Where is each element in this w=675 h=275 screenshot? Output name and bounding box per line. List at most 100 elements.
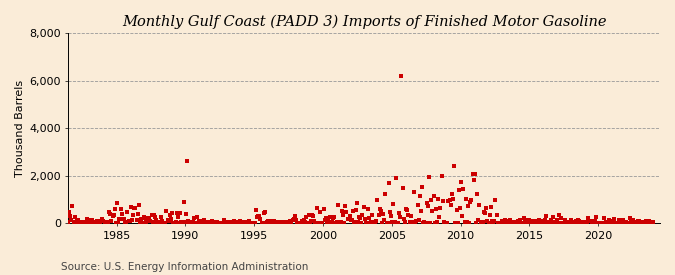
Point bbox=[165, 213, 176, 218]
Point bbox=[516, 220, 527, 225]
Point bbox=[549, 220, 560, 224]
Point bbox=[580, 220, 591, 225]
Point bbox=[201, 221, 212, 225]
Point bbox=[147, 220, 158, 224]
Point bbox=[375, 208, 386, 213]
Point bbox=[564, 220, 575, 225]
Point bbox=[582, 220, 593, 225]
Point bbox=[200, 221, 211, 225]
Point bbox=[80, 219, 90, 224]
Point bbox=[117, 217, 128, 221]
Point bbox=[451, 207, 462, 212]
Point bbox=[281, 219, 292, 224]
Point bbox=[250, 208, 261, 213]
Point bbox=[424, 175, 435, 180]
Point bbox=[358, 205, 369, 209]
Point bbox=[505, 218, 516, 222]
Point bbox=[298, 218, 309, 222]
Point bbox=[126, 205, 136, 210]
Point bbox=[632, 219, 643, 224]
Point bbox=[352, 220, 363, 225]
Point bbox=[89, 220, 100, 224]
Point bbox=[66, 217, 77, 222]
Point bbox=[367, 221, 378, 225]
Point bbox=[169, 221, 180, 225]
Point bbox=[283, 220, 294, 224]
Point bbox=[458, 186, 468, 191]
Point bbox=[354, 214, 364, 219]
Point bbox=[431, 207, 441, 211]
Point bbox=[633, 219, 644, 223]
Point bbox=[116, 212, 127, 217]
Point bbox=[467, 172, 478, 177]
Point bbox=[221, 221, 232, 225]
Point bbox=[456, 180, 466, 184]
Point bbox=[515, 221, 526, 225]
Point bbox=[229, 219, 240, 223]
Point bbox=[427, 209, 438, 213]
Point bbox=[477, 220, 488, 224]
Point bbox=[131, 218, 142, 222]
Point bbox=[291, 218, 302, 223]
Point bbox=[260, 210, 271, 214]
Point bbox=[350, 208, 361, 212]
Point bbox=[267, 219, 277, 223]
Point bbox=[138, 215, 149, 219]
Point bbox=[213, 221, 223, 225]
Point bbox=[157, 219, 167, 223]
Point bbox=[65, 214, 76, 219]
Point bbox=[132, 211, 143, 216]
Point bbox=[304, 221, 315, 225]
Point bbox=[155, 215, 166, 219]
Point bbox=[140, 220, 151, 224]
Point bbox=[493, 221, 504, 225]
Point bbox=[618, 218, 628, 223]
Point bbox=[290, 214, 300, 218]
Point bbox=[224, 221, 235, 225]
Point bbox=[498, 220, 509, 224]
Point bbox=[111, 220, 122, 225]
Point bbox=[435, 205, 446, 210]
Point bbox=[230, 221, 241, 225]
Point bbox=[178, 200, 189, 205]
Point bbox=[175, 211, 186, 216]
Point bbox=[242, 221, 253, 225]
Point bbox=[405, 214, 416, 218]
Point bbox=[622, 221, 632, 225]
Point bbox=[625, 219, 636, 224]
Point bbox=[462, 220, 472, 225]
Point bbox=[383, 181, 394, 185]
Point bbox=[61, 220, 72, 225]
Point bbox=[277, 220, 288, 225]
Point bbox=[148, 213, 159, 217]
Point bbox=[510, 220, 520, 224]
Point bbox=[491, 213, 502, 217]
Point bbox=[211, 220, 221, 224]
Point bbox=[408, 190, 419, 194]
Point bbox=[560, 218, 571, 222]
Point bbox=[416, 185, 427, 189]
Point bbox=[188, 220, 198, 225]
Point bbox=[318, 207, 329, 211]
Point bbox=[236, 220, 246, 224]
Point bbox=[641, 220, 652, 224]
Point bbox=[585, 219, 596, 223]
Point bbox=[340, 204, 351, 208]
Point bbox=[173, 221, 184, 225]
Point bbox=[180, 212, 191, 216]
Point bbox=[98, 219, 109, 224]
Point bbox=[446, 203, 456, 207]
Point bbox=[615, 221, 626, 225]
Point bbox=[309, 219, 320, 224]
Point bbox=[466, 198, 477, 203]
Point bbox=[470, 221, 481, 225]
Point bbox=[428, 194, 439, 198]
Point bbox=[610, 221, 620, 225]
Point bbox=[436, 174, 447, 178]
Point bbox=[472, 192, 483, 197]
Point bbox=[313, 221, 324, 225]
Point bbox=[302, 221, 313, 225]
Point bbox=[329, 215, 340, 219]
Point bbox=[613, 221, 624, 225]
Point bbox=[308, 213, 319, 218]
